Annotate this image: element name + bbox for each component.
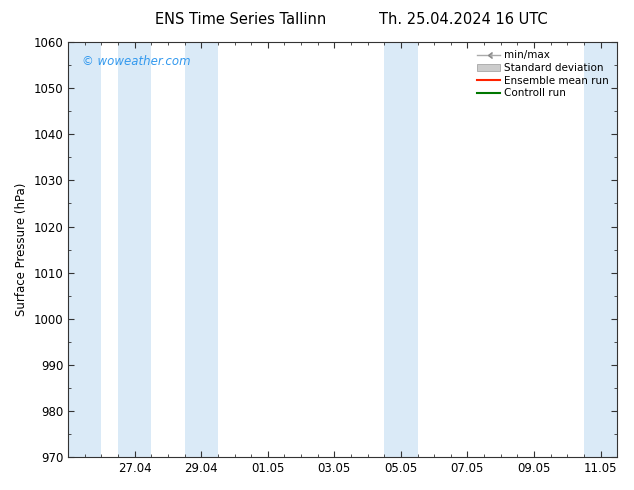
Legend: min/max, Standard deviation, Ensemble mean run, Controll run: min/max, Standard deviation, Ensemble me… <box>474 47 612 101</box>
Bar <box>584 42 617 457</box>
Bar <box>184 42 218 457</box>
Bar <box>68 42 101 457</box>
Y-axis label: Surface Pressure (hPa): Surface Pressure (hPa) <box>15 183 28 316</box>
Text: ENS Time Series Tallinn: ENS Time Series Tallinn <box>155 12 327 27</box>
Text: Th. 25.04.2024 16 UTC: Th. 25.04.2024 16 UTC <box>378 12 547 27</box>
Bar <box>384 42 418 457</box>
Text: © woweather.com: © woweather.com <box>82 54 190 68</box>
Bar <box>118 42 152 457</box>
